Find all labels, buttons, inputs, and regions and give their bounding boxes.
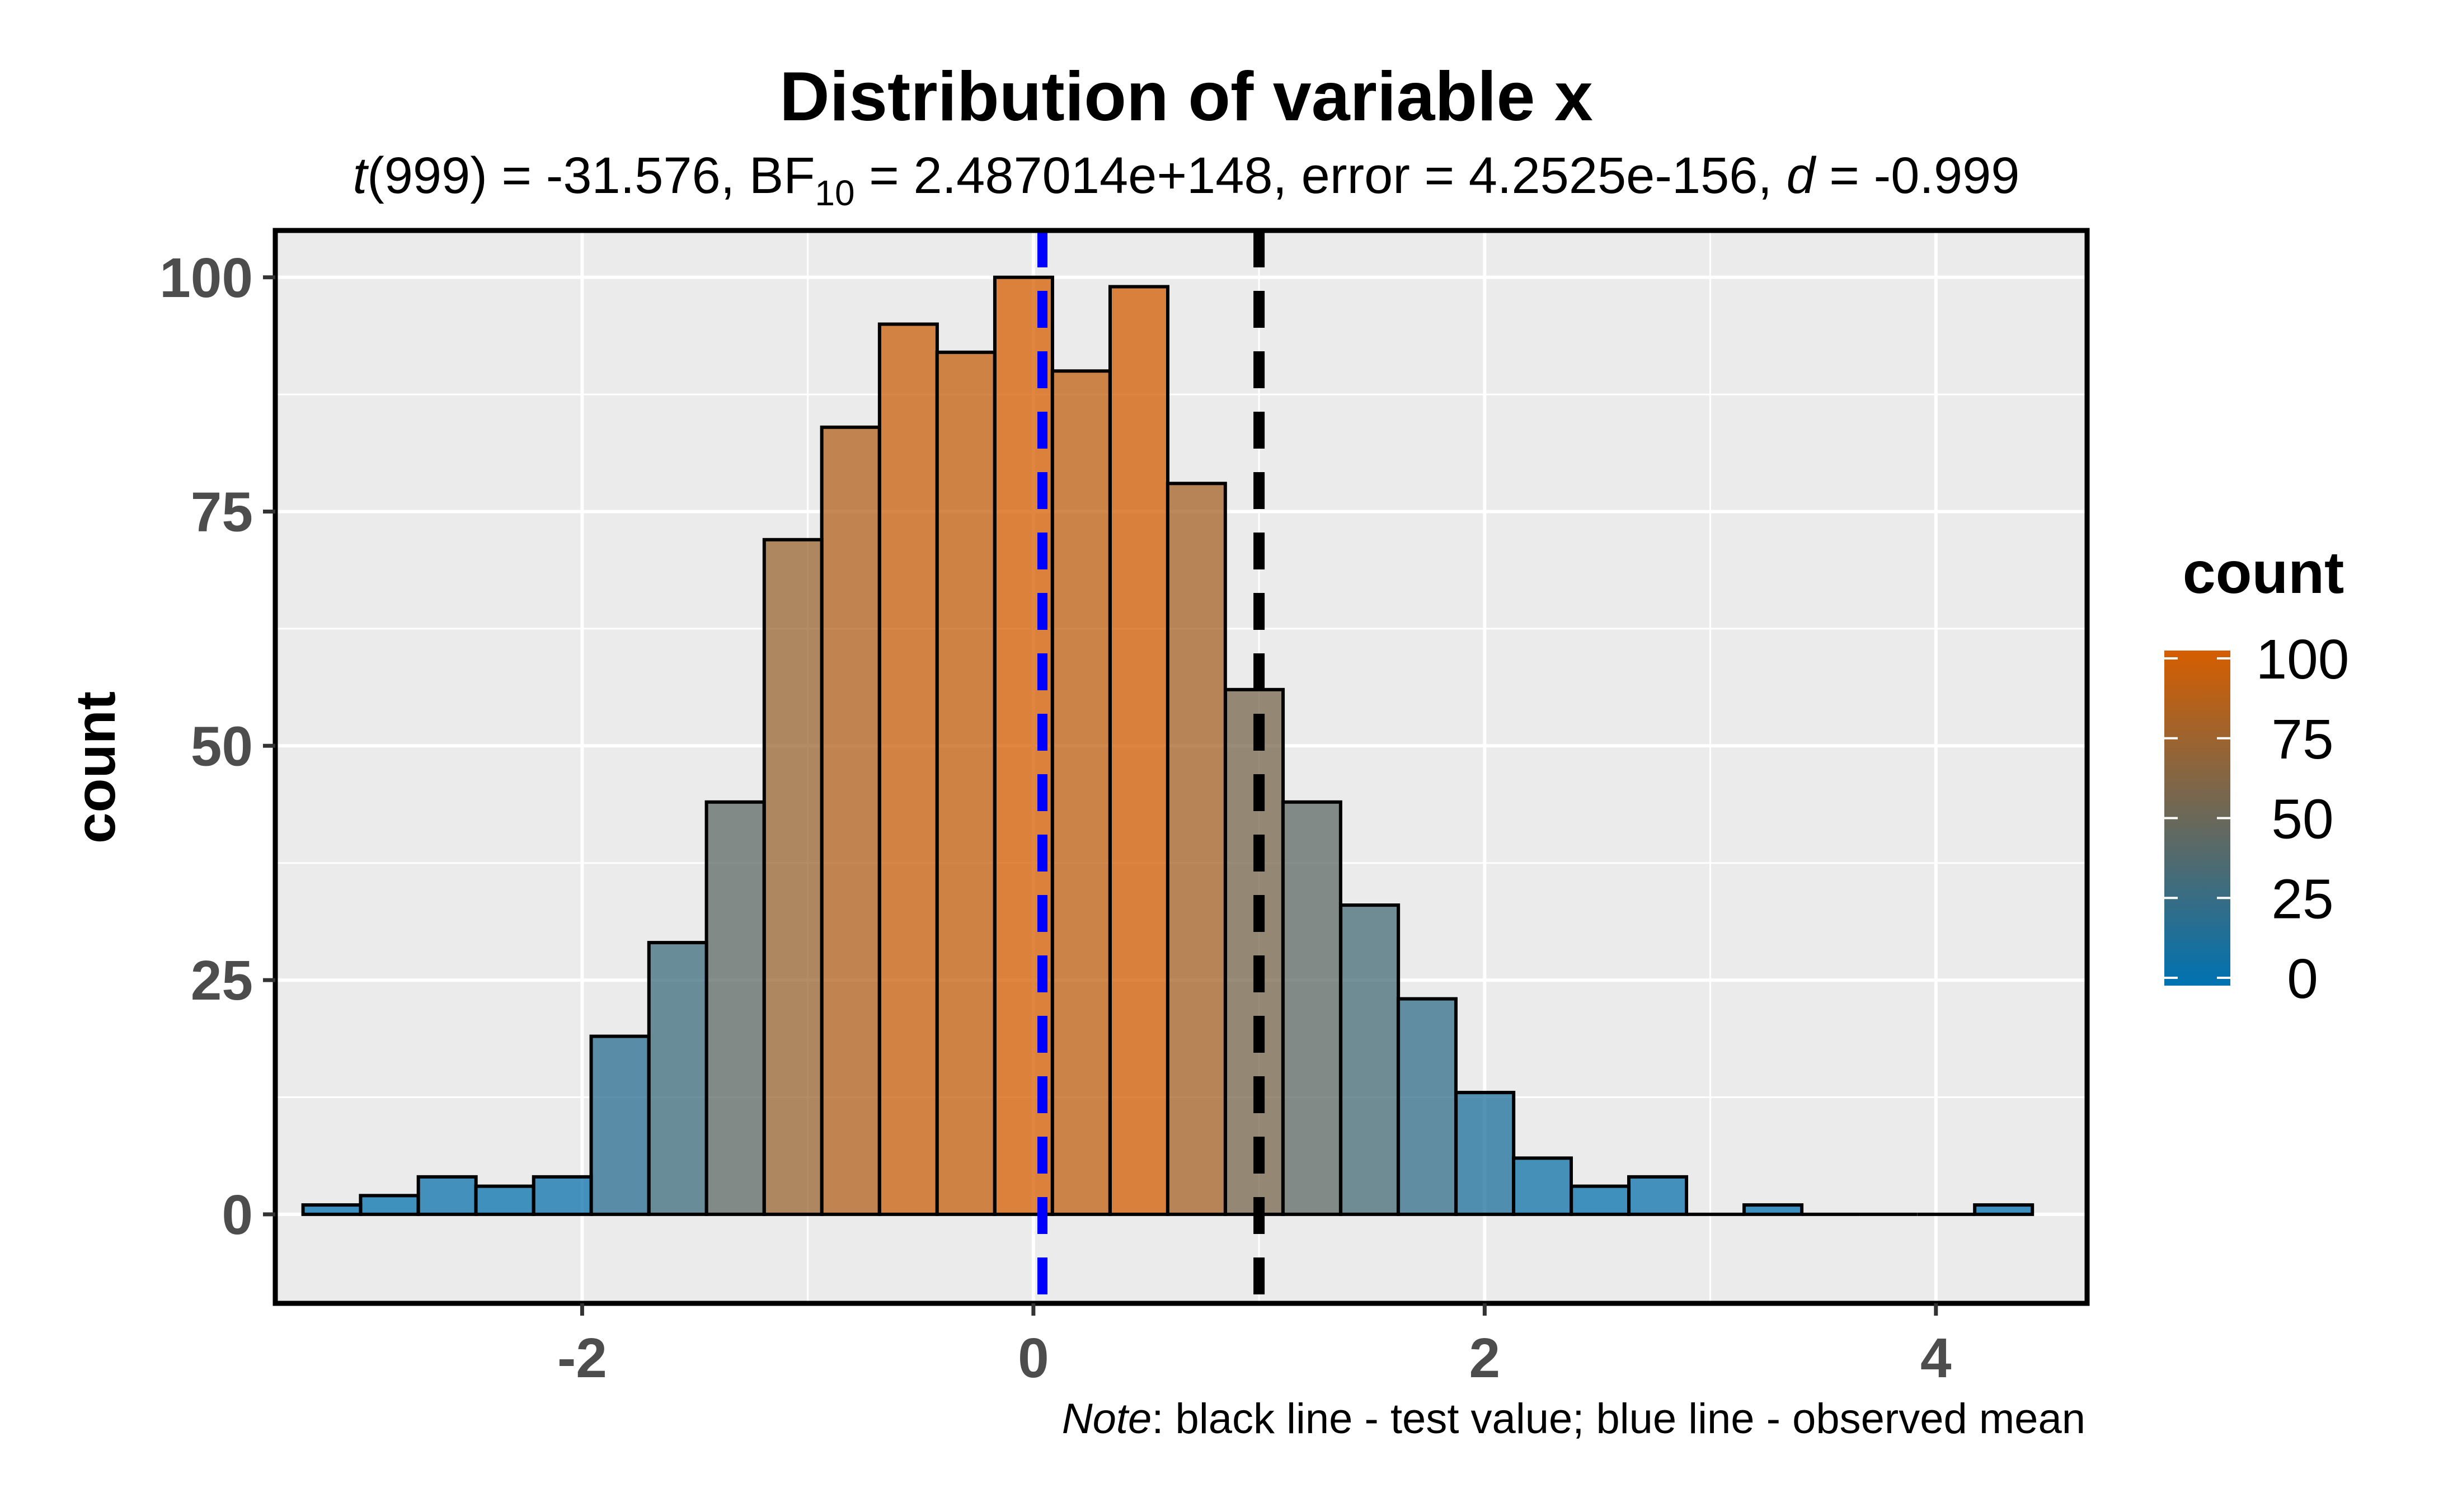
y-tick-label: 100	[159, 247, 253, 309]
legend-ticks: 0 25 50 75 100	[2164, 628, 2349, 1010]
legend-title: count	[2183, 540, 2344, 606]
histogram-bar	[1281, 800, 1342, 1216]
histogram-bar	[1339, 903, 1401, 1216]
legend-tick-label: 0	[2287, 948, 2318, 1010]
histogram-bar	[532, 1175, 593, 1216]
d-value: = -0.999	[1815, 147, 2020, 204]
histogram-bar	[474, 1184, 535, 1216]
histogram-bar	[1511, 1156, 1573, 1216]
histogram-bar	[359, 1194, 420, 1216]
x-axis: -2 0 2 4	[275, 1301, 2087, 1389]
note-text: : black line - test value; blue line - o…	[1152, 1395, 2085, 1443]
y-tick-label: 0	[222, 1184, 253, 1246]
histogram-bar	[935, 350, 997, 1216]
d-symbol: d	[1787, 147, 1817, 204]
histogram-bar	[589, 1034, 651, 1216]
x-tick-label: -2	[557, 1327, 607, 1389]
histogram-bar	[877, 322, 939, 1216]
histogram-bar	[1166, 482, 1227, 1216]
y-tick-label: 25	[191, 949, 253, 1012]
y-tick-label: 50	[191, 715, 253, 778]
t-symbol: t	[353, 147, 369, 204]
histogram-bar	[416, 1175, 478, 1216]
chart-subtitle: t(999) = -31.576, BF10 = 2.487014e+148, …	[353, 147, 2020, 213]
y-axis-label: count	[64, 691, 127, 844]
histogram-bar	[820, 425, 881, 1216]
histogram-bar	[704, 800, 766, 1216]
t-statistic: (999) = -31.576, BF	[367, 147, 815, 204]
footnote: Note: black line - test value; blue line…	[1062, 1395, 2085, 1443]
x-tick-label: 2	[1469, 1327, 1501, 1389]
histogram-bar	[1973, 1203, 2034, 1216]
bf-subscript: 10	[815, 173, 854, 213]
histogram-bar	[1050, 369, 1112, 1216]
histogram-bar	[647, 941, 708, 1216]
bf-value: = 2.487014e+148, error = 4.2525e-156,	[855, 147, 1787, 204]
x-tick-label: 0	[1018, 1327, 1049, 1389]
y-tick-label: 75	[191, 481, 253, 544]
histogram-bars	[301, 275, 2034, 1216]
legend-tick-label: 50	[2271, 788, 2333, 851]
chart-title: Distribution of variable x	[779, 58, 1593, 135]
legend-tick-label: 25	[2271, 868, 2333, 930]
color-legend: count 0 25 50 75 100	[2164, 540, 2349, 1010]
histogram-bar	[301, 1203, 363, 1216]
histogram-bar	[1454, 1091, 1516, 1216]
histogram-bar	[1742, 1203, 1804, 1216]
histogram-bar	[1627, 1175, 1689, 1216]
note-label: Note	[1062, 1395, 1152, 1443]
y-axis: 0 25 50 75 100	[159, 230, 278, 1303]
histogram-bar	[1396, 997, 1458, 1216]
legend-tick-label: 75	[2271, 708, 2333, 771]
histogram-bar	[1570, 1184, 1631, 1216]
histogram-bar	[762, 538, 824, 1216]
x-tick-label: 4	[1920, 1327, 1952, 1389]
histogram-bar	[1224, 687, 1285, 1216]
histogram-bar	[1108, 285, 1170, 1216]
legend-tick-label: 100	[2256, 628, 2350, 691]
